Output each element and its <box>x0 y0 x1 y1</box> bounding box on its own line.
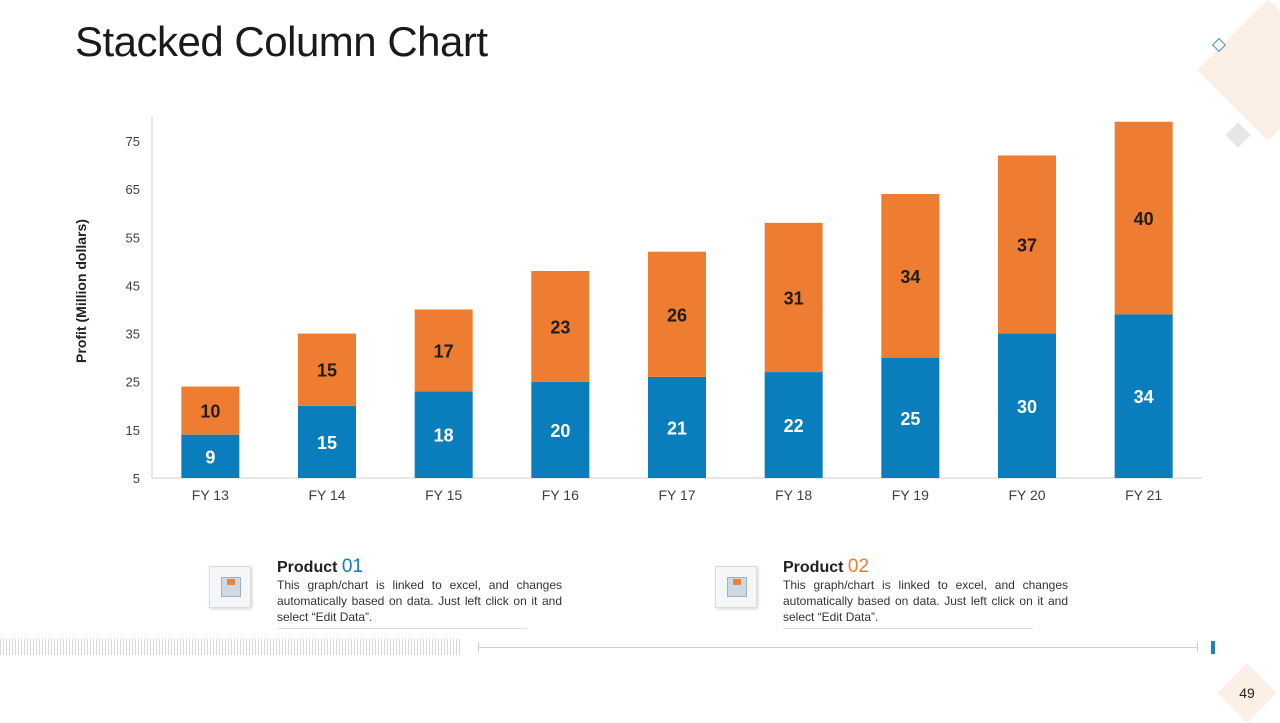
data-label: 15 <box>317 361 337 381</box>
x-tick-label: FY 13 <box>192 487 229 503</box>
x-tick-label: FY 20 <box>1008 487 1045 503</box>
footer-hatch-decoration <box>0 639 462 655</box>
data-label: 31 <box>784 288 804 308</box>
x-tick-label: FY 15 <box>425 487 462 503</box>
bar-product-01 <box>764 372 823 478</box>
bar-product-01 <box>881 357 940 478</box>
chart-data-icon <box>715 566 757 608</box>
legend-divider <box>277 628 527 629</box>
x-tick-label: FY 17 <box>658 487 695 503</box>
legend-title: Product 02 <box>783 556 869 578</box>
x-tick-label: FY 19 <box>892 487 929 503</box>
data-label: 15 <box>317 433 337 453</box>
bar-product-02 <box>1114 121 1173 315</box>
data-label: 21 <box>667 418 687 438</box>
bar-product-02 <box>531 270 590 382</box>
data-label: 20 <box>550 421 570 441</box>
data-label: 25 <box>900 409 920 429</box>
data-label: 30 <box>1017 397 1037 417</box>
footer-accent-mark <box>1211 641 1215 654</box>
bar-product-02 <box>648 251 706 377</box>
bar-product-02 <box>414 309 473 392</box>
data-label: 34 <box>1134 387 1154 407</box>
bar-product-02 <box>998 155 1056 334</box>
data-label: 17 <box>434 341 454 361</box>
data-label: 37 <box>1017 236 1037 256</box>
y-tick-label: 55 <box>126 230 140 245</box>
data-label: 18 <box>434 426 454 446</box>
legend-description: This graph/chart is linked to excel, and… <box>277 578 562 624</box>
y-tick-label: 5 <box>133 471 140 486</box>
footer-line-tick <box>1197 642 1198 652</box>
stacked-column-chart: 5 15 25 35 45 55 65 75 Profit (Million dollars) F… <box>73 116 1202 503</box>
data-label: 23 <box>550 317 570 337</box>
bar-product-02 <box>764 222 823 373</box>
chart-data-icon <box>209 566 251 608</box>
data-label: 40 <box>1134 209 1154 229</box>
legend-label: Product <box>277 559 338 576</box>
y-tick-label: 15 <box>126 423 140 438</box>
data-label: 34 <box>900 267 920 287</box>
legend-number: 02 <box>847 556 870 577</box>
x-tick-label: FY 18 <box>775 487 812 503</box>
bar-product-01 <box>531 381 590 478</box>
y-tick-label: 35 <box>126 327 140 342</box>
legend-product-02: Product 02 This graph/chart is linked to… <box>715 556 1068 636</box>
data-label: 26 <box>667 305 687 325</box>
bar-product-02 <box>298 333 356 406</box>
data-label: 22 <box>784 416 804 436</box>
bar-product-01 <box>414 391 473 478</box>
y-tick-label: 75 <box>126 134 140 149</box>
bar-product-01 <box>298 405 356 478</box>
y-tick-label: 25 <box>126 375 140 390</box>
bar-product-01 <box>1114 314 1173 478</box>
legend-number: 01 <box>341 556 364 577</box>
legend-title: Product 01 <box>277 556 363 578</box>
x-tick-label: FY 14 <box>308 487 345 503</box>
legend-description: This graph/chart is linked to excel, and… <box>783 578 1068 624</box>
data-label: 9 <box>205 447 215 467</box>
data-label: 10 <box>200 402 220 422</box>
legend-label: Product <box>783 559 844 576</box>
y-tick-label: 45 <box>126 278 140 293</box>
legend-divider <box>783 628 1033 629</box>
bar-product-01 <box>998 333 1056 478</box>
y-tick-label: 65 <box>126 182 140 197</box>
y-axis-title: Profit (Million dollars) <box>73 219 89 363</box>
x-tick-label: FY 21 <box>1125 487 1162 503</box>
bar-product-01 <box>181 434 240 478</box>
bar-product-01 <box>648 376 706 478</box>
page-title: Stacked Column Chart <box>75 18 488 65</box>
legend-product-01: Product 01 This graph/chart is linked to… <box>209 556 562 636</box>
footer-line <box>478 647 1198 648</box>
bar-product-02 <box>181 386 240 435</box>
x-tick-label: FY 16 <box>542 487 579 503</box>
bar-product-02 <box>881 193 940 358</box>
page-number: 49 <box>1239 685 1255 701</box>
